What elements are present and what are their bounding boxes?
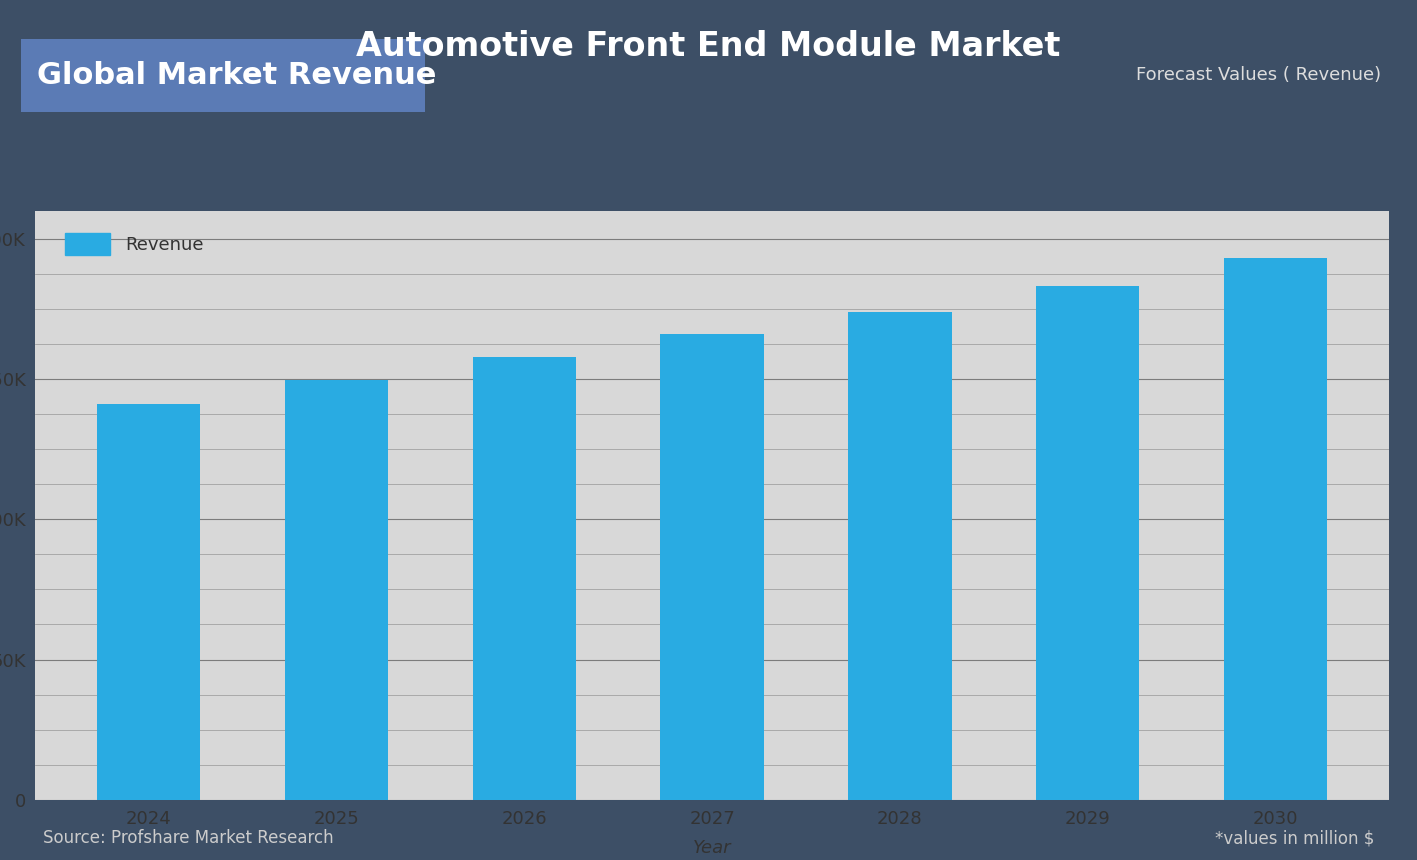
Bar	[473, 357, 575, 800]
Text: Global Market Revenue: Global Market Revenue	[37, 61, 436, 89]
FancyBboxPatch shape	[1, 35, 445, 115]
Text: *values in million $: *values in million $	[1216, 829, 1374, 847]
X-axis label: Year: Year	[693, 838, 731, 857]
Bar	[1036, 286, 1139, 800]
Bar	[285, 380, 388, 800]
Bar	[1224, 258, 1328, 800]
Legend: Revenue: Revenue	[58, 225, 211, 262]
Bar	[660, 335, 764, 800]
Bar	[96, 404, 200, 800]
Text: Forecast Values ( Revenue): Forecast Values ( Revenue)	[1136, 66, 1382, 84]
Text: Source: Profshare Market Research: Source: Profshare Market Research	[43, 829, 333, 847]
Text: Automotive Front End Module Market: Automotive Front End Module Market	[356, 30, 1061, 63]
Bar	[849, 311, 951, 800]
